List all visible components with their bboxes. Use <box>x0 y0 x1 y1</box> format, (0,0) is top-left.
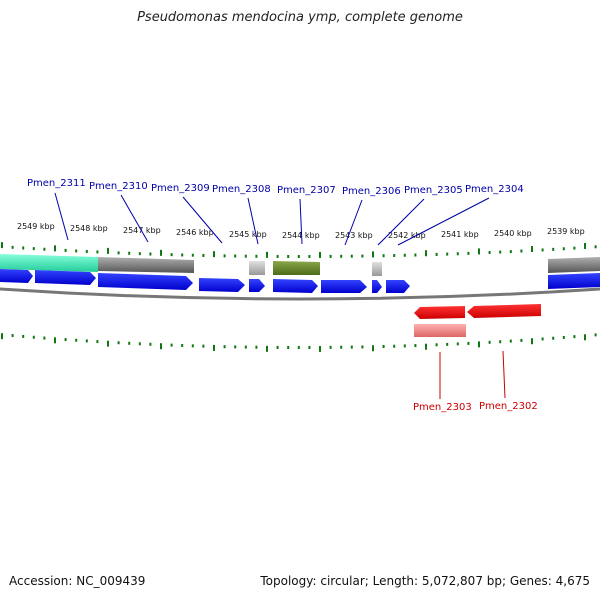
feature-bar[interactable] <box>273 261 320 275</box>
gene-label[interactable]: Pmen_2302 <box>479 401 538 412</box>
gene-label[interactable]: Pmen_2309 <box>151 183 210 194</box>
genome-backbone <box>0 287 600 301</box>
feature-bar[interactable] <box>372 262 382 276</box>
feature-bar[interactable] <box>249 261 265 275</box>
scale-label: 2542 kbp <box>388 231 426 240</box>
scale-label: 2548 kbp <box>70 224 108 233</box>
scale-label: 2545 kbp <box>229 230 267 239</box>
forward-genes <box>0 269 600 293</box>
gene-label[interactable]: Pmen_2304 <box>465 184 524 195</box>
gene-label[interactable]: Pmen_2306 <box>342 186 401 197</box>
scale-label: 2544 kbp <box>282 231 320 240</box>
gene-arrow[interactable] <box>199 278 245 292</box>
gene-arrow[interactable] <box>386 280 410 293</box>
scale-label: 2546 kbp <box>176 228 214 237</box>
gene-arrow[interactable] <box>548 273 600 289</box>
feature-row-top <box>0 254 600 276</box>
gene-arrow[interactable] <box>249 279 265 292</box>
leader-line <box>344 199 363 246</box>
gene-label[interactable]: Pmen_2310 <box>89 181 148 192</box>
leader-line <box>299 198 303 245</box>
scale-label: 2543 kbp <box>335 231 373 240</box>
gene-arrow[interactable] <box>467 304 541 318</box>
feature-bar[interactable] <box>0 254 98 272</box>
gene-label[interactable]: Pmen_2305 <box>404 185 463 196</box>
scale-label: 2539 kbp <box>547 227 585 236</box>
reverse-genes <box>414 304 541 337</box>
feature-bar[interactable] <box>548 257 600 273</box>
gene-labels-bottom: Pmen_2303 Pmen_2302 <box>413 401 538 413</box>
gene-labels-top: Pmen_2311 Pmen_2310 Pmen_2309 Pmen_2308 … <box>27 178 524 197</box>
feature-bar[interactable] <box>98 257 194 273</box>
leader-line <box>120 194 149 243</box>
leader-line <box>502 350 506 399</box>
leader-line <box>247 197 259 245</box>
gene-arrow[interactable] <box>372 280 382 293</box>
gene-label[interactable]: Pmen_2307 <box>277 185 336 196</box>
label-leaders <box>54 192 506 399</box>
gene-arrow[interactable] <box>35 270 96 285</box>
gene-arrow[interactable] <box>321 280 367 293</box>
gene-label[interactable]: Pmen_2311 <box>27 178 86 189</box>
gene-label[interactable]: Pmen_2308 <box>212 184 271 195</box>
leader-line <box>397 197 490 246</box>
pseudogene-bar[interactable] <box>414 324 466 337</box>
gene-arrow[interactable] <box>414 306 465 319</box>
scale-label: 2549 kbp <box>17 222 55 231</box>
genome-title: Pseudomonas mendocina ymp, complete geno… <box>137 10 463 25</box>
accession-text: Accession: NC_009439 <box>9 574 146 588</box>
gene-label[interactable]: Pmen_2303 <box>413 402 472 413</box>
scale-ticks-bottom <box>1 333 597 352</box>
leader-line <box>377 198 425 246</box>
scale-ticks-top <box>1 242 597 258</box>
leader-line <box>54 192 69 241</box>
gene-arrow[interactable] <box>98 273 193 290</box>
gene-arrow[interactable] <box>0 269 33 283</box>
genome-stats-text: Topology: circular; Length: 5,072,807 bp… <box>260 574 590 588</box>
gene-arrow[interactable] <box>273 279 318 293</box>
scale-label: 2541 kbp <box>441 230 479 239</box>
scale-label: 2540 kbp <box>494 229 532 238</box>
leader-line <box>182 196 223 244</box>
